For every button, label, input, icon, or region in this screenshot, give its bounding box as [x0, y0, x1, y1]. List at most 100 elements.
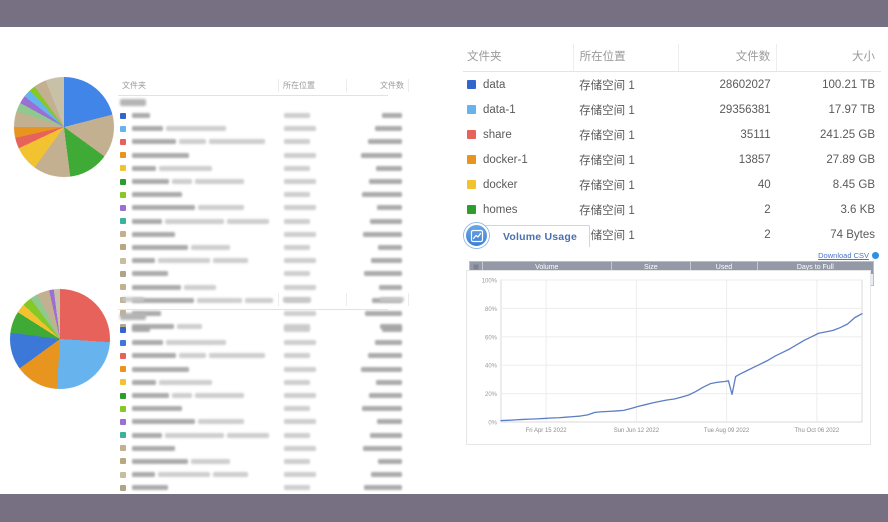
volume-usage-chart[interactable]: 0% 20% 40% 60% 80% 100% Fri Apr 15 2022 Sun Jun… [466, 270, 871, 445]
row-folder-name [118, 339, 278, 346]
table-row[interactable] [118, 175, 402, 188]
row-color-swatch [120, 405, 126, 412]
table-row[interactable]: docker-1 存储空间 1 13857 27.89 GB [463, 147, 881, 172]
table-row[interactable] [118, 389, 402, 402]
download-circle-icon[interactable] [872, 251, 879, 259]
header-file-count-b[interactable] [346, 292, 408, 306]
row-size [408, 166, 420, 171]
col-header-folder[interactable]: 文件夹 [463, 44, 574, 72]
row-location [278, 231, 346, 237]
table-row[interactable]: docker 存储空间 1 40 8.45 GB [463, 172, 881, 197]
row-size [408, 285, 420, 290]
header-folder[interactable]: 文件夹 [122, 80, 146, 90]
row-folder-name [118, 418, 278, 425]
cell-file-count: 35111 [740, 128, 771, 141]
col-header-location[interactable]: 所在位置 [572, 44, 679, 72]
table-row[interactable] [118, 109, 402, 122]
col-header-file-count[interactable]: 文件数 [677, 44, 777, 72]
row-file-count [346, 179, 408, 185]
row-folder-name [118, 125, 278, 132]
row-size [408, 406, 420, 411]
row-file-count [346, 165, 408, 171]
table-row[interactable] [118, 254, 402, 267]
row-file-count [346, 271, 408, 277]
table-row[interactable] [118, 376, 402, 389]
cell-location: 存储空间 1 [579, 179, 635, 192]
table-row[interactable]: homes 存储空间 1 2 3.6 KB [463, 197, 881, 222]
row-file-count [346, 485, 408, 491]
row-file-count [346, 458, 408, 464]
row-location [278, 353, 346, 359]
table-row[interactable]: data 存储空间 1 28602027 100.21 TB [463, 72, 881, 98]
folder-name-label: data-1 [483, 103, 516, 116]
header-location-b[interactable] [278, 292, 346, 306]
table-row[interactable] [118, 323, 402, 336]
row-folder-name [118, 326, 278, 333]
row-size [408, 367, 420, 372]
header-file-count[interactable]: 文件数 [346, 78, 408, 92]
table-row[interactable] [118, 149, 402, 162]
table-row[interactable] [118, 468, 402, 481]
folder-table-top-blurred[interactable]: 文件夹 所在位置 文件数 大小 [118, 75, 409, 333]
header-size-b[interactable] [408, 292, 420, 306]
table-row[interactable] [118, 455, 402, 468]
chart-y-tick-label: 80% [485, 307, 498, 313]
row-size [408, 205, 420, 210]
folder-size-pie-chart-top[interactable] [14, 77, 114, 177]
table-row[interactable] [118, 415, 402, 428]
row-location [278, 258, 346, 264]
tab-volume-usage[interactable]: Volume Usage [478, 225, 590, 247]
row-size [408, 232, 420, 237]
table-row[interactable] [118, 228, 402, 241]
table-row[interactable] [118, 201, 402, 214]
row-location [278, 340, 346, 346]
folder-color-swatch [467, 80, 476, 89]
header-folder-b[interactable] [118, 295, 278, 304]
row-color-swatch [120, 418, 126, 425]
table-row[interactable] [118, 280, 402, 293]
row-folder-name [118, 138, 278, 145]
download-csv-link[interactable]: Download CSV [818, 250, 869, 260]
folder-table-bottom-blurred[interactable] [118, 289, 409, 494]
table-row[interactable] [118, 481, 402, 494]
row-file-count [346, 152, 408, 158]
folder-table-bottom-rows[interactable] [118, 323, 402, 494]
folder-size-pie-chart-bottom[interactable] [10, 289, 110, 389]
window-top-bar [0, 0, 888, 27]
cell-folder-name: data-1 [463, 97, 573, 122]
row-location [278, 485, 346, 491]
table-row[interactable] [118, 122, 402, 135]
table-row[interactable] [118, 135, 402, 148]
table-row[interactable] [118, 442, 402, 455]
row-color-swatch [120, 352, 126, 359]
header-location[interactable]: 所在位置 [278, 78, 346, 92]
chart-series-line [500, 313, 863, 422]
row-file-count [346, 419, 408, 425]
select-all-checkbox[interactable] [473, 264, 479, 271]
table-row[interactable] [118, 349, 402, 362]
cell-size: 8.45 GB [832, 178, 875, 191]
table-row[interactable] [118, 402, 402, 415]
table-row[interactable]: share 存储空间 1 35111 241.25 GB [463, 122, 881, 147]
right-panel: 文件夹 所在位置 文件数 大小 data 存储空间 1 28602027 100.21… [455, 27, 888, 494]
table-row[interactable] [118, 241, 402, 254]
row-color-swatch [120, 366, 126, 373]
volume-usage-line-chart[interactable]: 0% 20% 40% 60% 80% 100% Fri Apr 15 2022 Sun Jun… [467, 271, 870, 444]
table-row[interactable] [118, 429, 402, 442]
folder-table-top-rows[interactable] [118, 109, 402, 333]
row-file-count [346, 324, 408, 330]
table-row[interactable] [118, 162, 402, 175]
cell-folder-name: homes [463, 197, 573, 222]
table-row[interactable] [118, 215, 402, 228]
table-row[interactable]: data-1 存储空间 1 29356381 17.97 TB [463, 97, 881, 122]
table-row[interactable] [118, 363, 402, 376]
row-file-count [346, 244, 408, 250]
col-header-size[interactable]: 大小 [776, 44, 881, 72]
header-size[interactable]: 大小 [408, 78, 420, 92]
row-file-count [346, 113, 408, 119]
chart-x-tick-label: Sun Jun 12 2022 [614, 428, 660, 434]
table-row[interactable] [118, 267, 402, 280]
folder-color-swatch [467, 130, 476, 139]
table-row[interactable] [118, 336, 402, 349]
table-row[interactable] [118, 188, 402, 201]
